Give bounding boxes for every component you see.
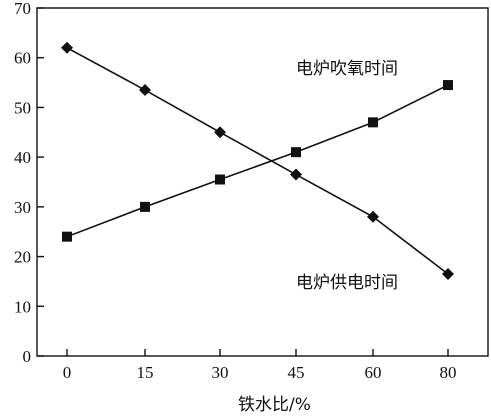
y-tick-label: 50 (14, 98, 31, 117)
diamond-marker (290, 168, 302, 181)
series-line-1 (66, 47, 449, 275)
series-layer (61, 41, 454, 280)
y-tick-label: 20 (14, 248, 31, 267)
square-marker (443, 80, 453, 91)
square-marker (291, 147, 301, 158)
diamond-marker (214, 126, 226, 139)
series-label-1: 电炉供电时间 (296, 273, 398, 293)
series-label-0: 电炉吹氧时间 (296, 59, 398, 79)
x-axis-ticks: 0 15 30 45 60 80 (63, 349, 457, 382)
y-axis-ticks: 0 10 20 30 40 50 60 70 (14, 0, 44, 366)
y-tick-label: 70 (14, 0, 31, 18)
y-tick-label: 0 (23, 347, 32, 366)
y-tick-label: 10 (14, 297, 31, 316)
square-marker (368, 117, 378, 128)
x-axis-label: 铁水比/% (238, 395, 311, 415)
y-tick-label: 40 (14, 148, 31, 167)
axes (36, 7, 489, 357)
x-tick-label: 15 (137, 363, 154, 382)
plot-frame (36, 7, 489, 357)
x-tick-label: 30 (212, 363, 229, 382)
diamond-marker (442, 267, 454, 280)
square-marker (62, 231, 72, 242)
diamond-marker (139, 84, 151, 97)
series-line-0 (66, 84, 449, 238)
x-tick-label: 80 (440, 363, 457, 382)
x-tick-label: 45 (288, 363, 305, 382)
y-tick-label: 60 (14, 49, 31, 68)
square-marker (140, 201, 150, 212)
diamond-marker (367, 210, 379, 223)
diamond-marker (61, 41, 73, 54)
y-tick-label: 30 (14, 198, 31, 217)
x-tick-label: 0 (63, 363, 72, 382)
square-marker (215, 174, 225, 185)
x-tick-label: 60 (365, 363, 382, 382)
